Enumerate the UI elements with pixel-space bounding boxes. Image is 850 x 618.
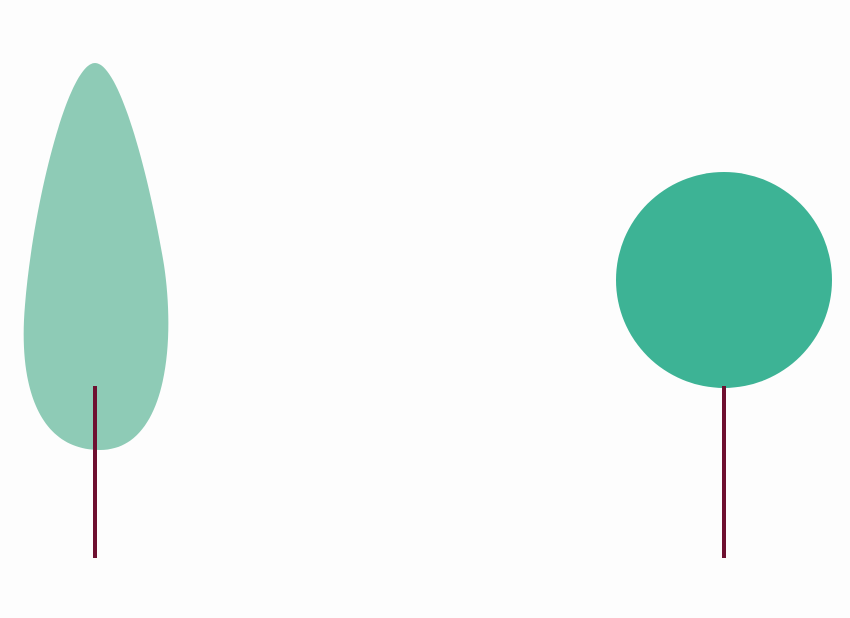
tree-crown-round	[616, 172, 832, 388]
tree-crown-tall	[23, 63, 169, 450]
